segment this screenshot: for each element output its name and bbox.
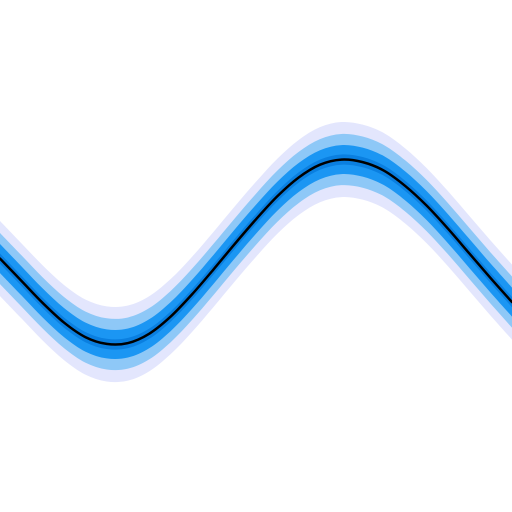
mean-line bbox=[0, 158, 512, 346]
confidence-bands bbox=[0, 121, 512, 383]
confidence-band-2 bbox=[0, 133, 512, 371]
mean-line-group bbox=[0, 158, 512, 346]
